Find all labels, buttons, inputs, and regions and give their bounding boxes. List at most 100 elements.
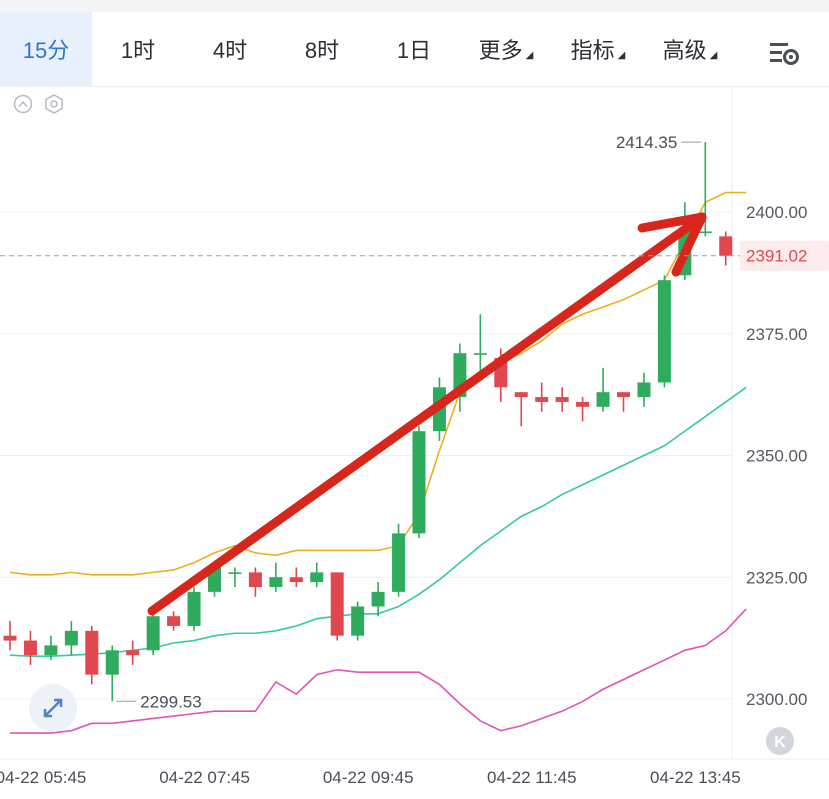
candle-body (657, 280, 671, 383)
x-axis: 04-22 05:45 04-22 07:45 04-22 09:45 04-22 1… (0, 768, 741, 787)
candles (3, 142, 733, 702)
candle-body (44, 645, 58, 656)
tab-label: 8时 (304, 38, 340, 63)
x-tick-label: 04-22 11:45 (487, 768, 576, 787)
candle (310, 562, 324, 587)
y-tick-label: 2350.00 (746, 447, 807, 466)
candle-body (269, 577, 283, 587)
candle (23, 630, 37, 665)
caret-down-icon: ◢ (617, 49, 626, 61)
candle-body (146, 616, 160, 651)
x-tick-label: 04-22 13:45 (650, 768, 741, 787)
candle (3, 621, 17, 651)
tab-4h[interactable]: 4时 (184, 12, 276, 86)
candle (555, 387, 569, 412)
candle-body (105, 650, 119, 675)
hexagon-gear-icon[interactable] (45, 94, 63, 114)
candle (657, 275, 671, 388)
candle (105, 645, 119, 702)
candle-body (392, 533, 406, 592)
tab-label: 1时 (120, 38, 156, 63)
candle-body (698, 231, 712, 234)
tab-label: 1日 (396, 38, 432, 63)
tab-label: 15分 (22, 38, 70, 63)
candle-body (371, 591, 385, 607)
tab-label: 4时 (212, 38, 248, 63)
current-price-label: 2391.02 (746, 247, 807, 266)
candle-body (228, 572, 242, 574)
candle (228, 567, 242, 587)
timeframe-toolbar: 15分 1时 4时 8时 1日 更多 ◢ 指标 ◢ 高级 ◢ (0, 12, 829, 87)
candle-body (3, 635, 17, 641)
candle (514, 392, 528, 427)
tab-8h[interactable]: 8时 (276, 12, 368, 86)
candle (167, 611, 181, 631)
candle-body (617, 392, 630, 398)
tab-label: 高级 (662, 38, 707, 63)
candle (371, 582, 385, 617)
candle-body (248, 572, 262, 587)
trend-arrow (147, 212, 707, 616)
candle (289, 567, 303, 587)
tab-1h[interactable]: 1时 (92, 12, 184, 86)
candle (64, 621, 78, 656)
candle-body (187, 591, 201, 626)
expand-diagonal-icon[interactable] (29, 684, 77, 732)
candle-body (23, 640, 37, 656)
tab-15m[interactable]: 15分 (0, 12, 92, 86)
candle (698, 142, 712, 237)
k-circle-icon[interactable]: K (766, 727, 794, 755)
low-price-label: 2299.53 (140, 692, 201, 711)
x-tick-label: 04-22 09:45 (323, 768, 414, 787)
candle (617, 392, 630, 412)
candle (85, 625, 99, 685)
grid (0, 87, 829, 760)
chart-settings-icon[interactable] (769, 40, 801, 66)
candlestick-chart: 2400.00 2375.00 2350.00 2325.00 2300.00 04-2… (0, 87, 829, 787)
top-strip (0, 0, 829, 12)
x-tick-label: 04-22 05:45 (0, 768, 86, 787)
candle (248, 567, 262, 597)
caret-down-icon: ◢ (709, 49, 718, 61)
tab-advanced[interactable]: 高级 ◢ (644, 12, 736, 86)
candle-body (64, 630, 78, 646)
candle (453, 343, 467, 412)
candle (146, 611, 160, 656)
candle-body (555, 397, 569, 402)
candle (596, 367, 610, 412)
y-tick-label: 2375.00 (746, 325, 807, 344)
x-tick-label: 04-22 07:45 (159, 768, 250, 787)
candle (330, 572, 344, 641)
candle-body (85, 630, 99, 675)
ma-slow-line (10, 608, 747, 734)
tab-label: 更多 (478, 38, 523, 63)
candle (576, 397, 590, 422)
candle-body (535, 397, 549, 402)
y-tick-label: 2400.00 (746, 203, 807, 222)
candle-body (126, 650, 140, 656)
candle-body (637, 382, 651, 398)
current-price-tag (740, 240, 829, 271)
candle (44, 635, 58, 661)
candle (392, 523, 406, 597)
moving-averages (9, 191, 747, 734)
y-axis: 2400.00 2375.00 2350.00 2325.00 2300.00 (746, 203, 807, 709)
tab-label: 指标 (570, 38, 615, 63)
candle-body (719, 236, 733, 256)
candle (126, 640, 140, 665)
chart-area[interactable]: 2400.00 2375.00 2350.00 2325.00 2300.00 04-2… (0, 87, 829, 799)
candle-body (412, 431, 426, 534)
high-price-label: 2414.35 (616, 133, 677, 152)
chevron-up-circle-icon[interactable] (13, 94, 33, 114)
caret-down-icon: ◢ (525, 49, 534, 61)
candle-body (514, 392, 528, 398)
candle-body (330, 572, 344, 636)
candle (719, 231, 733, 266)
candle (269, 562, 283, 592)
tab-more[interactable]: 更多 ◢ (460, 12, 552, 86)
candle-body (473, 353, 487, 355)
candle-body (351, 606, 365, 636)
tab-1d[interactable]: 1日 (368, 12, 460, 86)
tab-indicators[interactable]: 指标 ◢ (552, 12, 644, 86)
candle (351, 601, 365, 641)
